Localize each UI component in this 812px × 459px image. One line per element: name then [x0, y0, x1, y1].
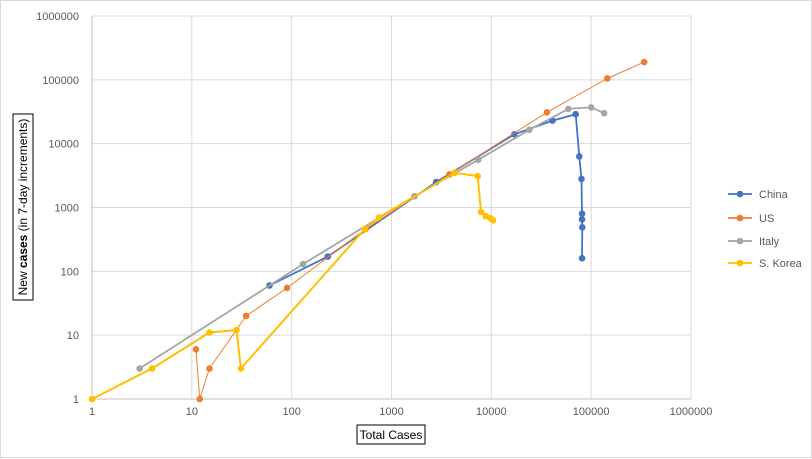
series-line [91, 171, 494, 400]
data-point [578, 216, 586, 223]
series-china [266, 110, 586, 289]
axes [91, 16, 691, 400]
data-point [511, 131, 518, 138]
legend-label: China [759, 189, 789, 201]
legend-label: Italy [759, 236, 780, 248]
series-group [88, 58, 648, 403]
data-point [575, 153, 583, 160]
legend-entry: Italy [728, 236, 780, 248]
data-point [196, 395, 204, 403]
data-point [237, 365, 245, 372]
data-point [299, 260, 307, 268]
legend-label: S. Korea [759, 258, 803, 270]
x-tick-label: 100 [282, 406, 300, 418]
legend-entry: S. Korea [728, 258, 803, 270]
tick-labels: 1 10 100 1000 10000 100000 1000000 1 10 100 1000 10… [36, 11, 712, 418]
data-point [477, 208, 485, 216]
series-s-korea [88, 169, 497, 403]
series-us [192, 58, 648, 403]
data-point [578, 210, 586, 217]
data-point [361, 225, 369, 233]
legend: China US Italy S. Korea [728, 189, 803, 270]
data-point [233, 326, 240, 334]
legend-marker [736, 214, 744, 222]
data-point [206, 365, 213, 372]
y-tick-label: 10000 [48, 139, 79, 151]
series-line [269, 113, 584, 287]
data-point [525, 126, 533, 134]
y-axis-title-part: (in 7-day increments) [16, 119, 30, 235]
y-tick-label: 1000 [55, 203, 79, 215]
data-point [578, 175, 585, 183]
data-point [564, 105, 572, 113]
series-line [195, 61, 645, 400]
data-point [206, 329, 213, 336]
data-point [375, 214, 383, 221]
data-point [136, 365, 143, 372]
data-point [474, 156, 482, 164]
x-tick-label: 100000 [573, 406, 610, 418]
gridlines [91, 15, 692, 400]
data-point [572, 110, 580, 118]
data-point [148, 365, 156, 372]
x-tick-label: 1000 [379, 406, 403, 418]
series-italy [136, 104, 608, 372]
x-tick-label: 1 [89, 406, 95, 418]
legend-label: US [759, 213, 774, 225]
data-point [587, 104, 595, 111]
data-point [242, 312, 250, 320]
legend-entry: China [728, 189, 789, 201]
legend-entry: US [728, 213, 774, 225]
x-tick-label: 10000 [476, 406, 507, 418]
data-point [543, 109, 551, 116]
data-point [640, 58, 648, 66]
y-axis-title-box [12, 113, 34, 301]
y-axis-title-part: cases [16, 234, 30, 268]
x-axis-title-box [356, 424, 426, 445]
data-point [88, 395, 96, 403]
y-tick-label: 10 [67, 330, 79, 342]
data-point [451, 169, 459, 177]
y-tick-label: 1 [73, 394, 79, 406]
y-tick-label: 100 [61, 266, 79, 278]
data-point [489, 217, 497, 224]
series-line [139, 106, 605, 370]
legend-marker [736, 237, 744, 245]
data-point [283, 284, 291, 292]
y-axis-title: New cases (in 7-day increments) [16, 119, 30, 296]
data-point [578, 223, 586, 231]
y-tick-label: 1000000 [36, 11, 79, 23]
data-point [192, 346, 200, 353]
y-axis-title-part: New [16, 268, 30, 295]
data-point [603, 75, 611, 82]
x-axis-title: Total Cases [360, 428, 423, 442]
legend-marker [736, 190, 744, 198]
x-tick-label: 10 [186, 406, 198, 418]
x-tick-label: 1000000 [670, 406, 713, 418]
data-point [474, 172, 481, 180]
data-point [600, 109, 608, 117]
y-tick-label: 100000 [42, 75, 79, 87]
data-point [578, 255, 586, 262]
legend-marker [736, 259, 744, 267]
